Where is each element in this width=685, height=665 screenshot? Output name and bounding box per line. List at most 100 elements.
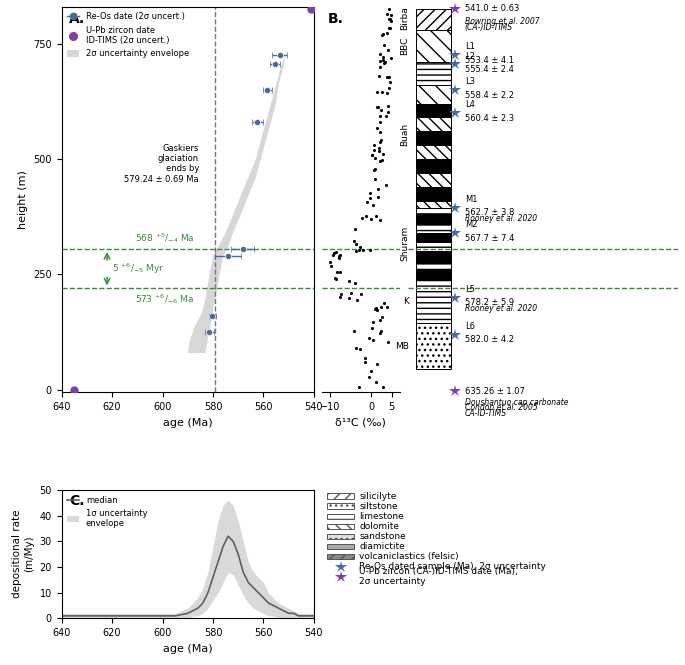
Text: 558.4 ± 2.2: 558.4 ± 2.2 (464, 90, 514, 100)
Text: Re-Os dated sample (Ma), 2σ uncertainty: Re-Os dated sample (Ma), 2σ uncertainty (359, 562, 546, 571)
Point (373, 143, 384, 154)
Point (383, 45, 394, 55)
Bar (416, 118, 451, 131)
Point (383, 4, 394, 15)
Point (382, 88, 393, 98)
Point (375, 135, 386, 146)
Point (334, 251, 345, 261)
Point (375, 328, 386, 338)
Point (364, 193, 375, 203)
Point (345, 288, 356, 299)
Point (381, 180, 392, 190)
Text: diamictite: diamictite (359, 542, 405, 551)
Point (359, 357, 370, 368)
Text: Rooney et al. 2020: Rooney et al. 2020 (464, 214, 537, 223)
Bar (416, 251, 451, 263)
Text: Bowring et al. 2007: Bowring et al. 2007 (464, 17, 539, 27)
Point (367, 150, 378, 161)
Text: CA-ID-TIMS: CA-ID-TIMS (464, 409, 507, 418)
Text: L5: L5 (464, 285, 475, 294)
Text: 635.26 ± 1.07: 635.26 ± 1.07 (464, 387, 525, 396)
Bar (416, 223, 451, 233)
Point (386, 15, 397, 26)
Point (377, 55, 388, 66)
Point (362, 197, 373, 207)
Point (344, 276, 355, 287)
Text: L3: L3 (464, 77, 475, 86)
Text: Birba: Birba (400, 7, 409, 31)
Text: silicilyte: silicilyte (359, 492, 397, 501)
Point (379, 298, 390, 309)
Text: L6: L6 (464, 322, 475, 331)
Point (364, 188, 375, 199)
Point (377, 149, 388, 160)
Point (360, 352, 371, 363)
Point (368, 334, 379, 345)
Point (384, 72, 395, 82)
Point (384, 13, 395, 24)
Point (379, 39, 390, 50)
Point (370, 211, 381, 221)
Point (331, 273, 342, 284)
Point (353, 245, 364, 256)
Point (385, 76, 396, 87)
Point (376, 30, 387, 41)
Bar (416, 85, 451, 104)
Point (325, 261, 336, 272)
Point (333, 253, 344, 263)
Text: 5 $^{+6}/_{-5}$ Myr: 5 $^{+6}/_{-5}$ Myr (112, 261, 164, 276)
Text: K: K (403, 297, 409, 305)
Point (356, 213, 367, 223)
Point (349, 326, 360, 336)
Bar (416, 173, 451, 187)
Text: 555.4 ± 2.4: 555.4 ± 2.4 (464, 65, 514, 74)
Point (349, 223, 360, 234)
Text: volcaniclastics (felsic): volcaniclastics (felsic) (359, 552, 459, 561)
Point (334, 292, 345, 303)
Point (366, 366, 377, 376)
Point (366, 323, 377, 333)
Bar (416, 62, 451, 85)
Point (372, 359, 383, 370)
Point (371, 376, 382, 387)
Bar (327, 553, 354, 559)
Bar (416, 187, 451, 201)
Text: MB: MB (395, 342, 409, 350)
Point (373, 192, 384, 202)
Point (384, 83, 395, 94)
Point (327, 250, 338, 261)
Point (368, 317, 379, 327)
Polygon shape (188, 11, 306, 353)
Point (376, 302, 387, 313)
Point (382, 302, 393, 313)
Point (373, 70, 384, 81)
Point (376, 312, 387, 323)
Y-axis label: height (m): height (m) (18, 170, 28, 229)
Point (382, 27, 393, 38)
Bar (416, 104, 451, 118)
Point (385, 9, 396, 20)
Bar (327, 493, 354, 499)
Point (364, 332, 375, 343)
Bar (327, 503, 354, 509)
Point (373, 146, 384, 156)
Text: Doushantuo cap carbonate: Doushantuo cap carbonate (464, 398, 568, 407)
Point (354, 242, 365, 253)
Point (335, 266, 346, 277)
Point (379, 57, 390, 68)
Point (382, 107, 393, 118)
Point (354, 343, 365, 354)
Point (373, 184, 384, 195)
Point (375, 315, 386, 325)
Point (325, 257, 336, 267)
Bar (327, 523, 354, 529)
Text: U-Pb zircon (CA-)ID-TIMS date (Ma),
2σ uncertainty: U-Pb zircon (CA-)ID-TIMS date (Ma), 2σ u… (359, 567, 518, 587)
Bar (327, 513, 354, 519)
Point (382, 72, 393, 83)
Text: limestone: limestone (359, 512, 404, 521)
Bar (416, 214, 451, 223)
Point (366, 149, 377, 160)
Bar (416, 201, 451, 207)
Point (378, 51, 389, 62)
Point (366, 214, 377, 225)
